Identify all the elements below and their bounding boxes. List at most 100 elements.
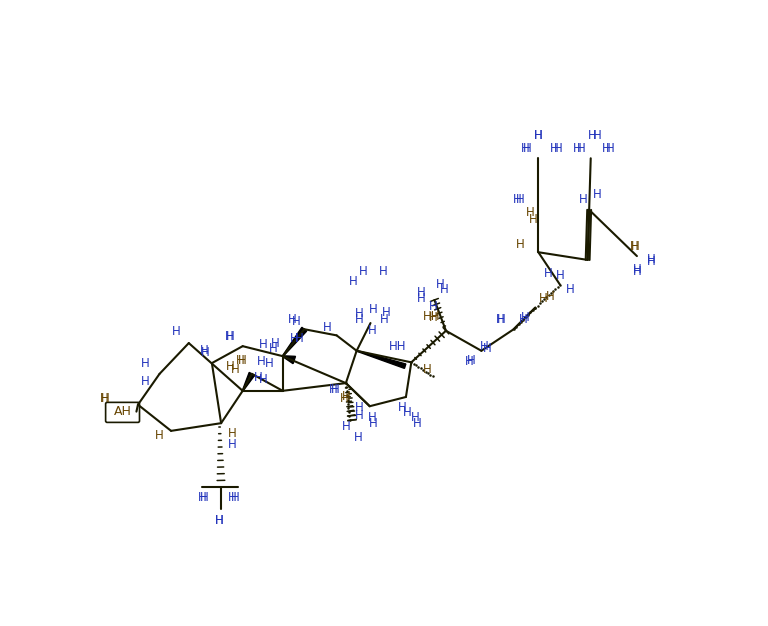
Text: H: H — [546, 290, 555, 304]
Text: HH: HH — [423, 310, 441, 324]
Polygon shape — [283, 356, 296, 364]
Text: H: H — [538, 292, 548, 305]
Text: H: H — [429, 300, 437, 312]
Text: H: H — [359, 265, 368, 278]
Text: H: H — [577, 141, 586, 155]
Text: H: H — [588, 129, 597, 141]
Text: H: H — [253, 371, 263, 384]
Text: H: H — [295, 332, 304, 345]
Text: H: H — [515, 193, 525, 207]
Text: H: H — [141, 375, 150, 388]
Text: H: H — [417, 285, 425, 299]
Text: H: H — [566, 283, 575, 295]
Text: H: H — [497, 314, 506, 327]
Text: H: H — [200, 491, 209, 503]
Text: H: H — [141, 357, 150, 371]
Text: H: H — [200, 344, 209, 357]
Text: H: H — [224, 331, 233, 344]
Text: H: H — [356, 409, 364, 422]
Text: H: H — [578, 193, 588, 207]
Text: H: H — [482, 342, 492, 355]
Text: H: H — [523, 141, 532, 155]
Text: H: H — [521, 311, 530, 324]
Text: H: H — [259, 338, 268, 351]
Text: H: H — [259, 372, 268, 386]
Text: H: H — [349, 275, 358, 288]
Text: H: H — [356, 401, 364, 414]
Text: H: H — [633, 265, 641, 278]
Polygon shape — [283, 327, 306, 356]
Text: H: H — [592, 188, 601, 201]
Text: H: H — [403, 406, 412, 419]
Text: H: H — [515, 238, 525, 251]
Text: H: H — [368, 324, 376, 337]
Text: H: H — [631, 240, 640, 252]
Text: H: H — [257, 355, 266, 368]
Text: H: H — [236, 354, 245, 366]
Text: H: H — [369, 417, 378, 429]
Text: H: H — [354, 431, 362, 443]
Text: H: H — [287, 314, 296, 327]
Text: H: H — [423, 362, 432, 376]
Text: H: H — [467, 354, 475, 366]
Text: H: H — [342, 391, 350, 404]
Text: H: H — [230, 362, 240, 376]
Text: H: H — [592, 129, 601, 141]
Text: H: H — [647, 255, 655, 268]
Text: H: H — [356, 307, 364, 321]
Text: H: H — [480, 340, 489, 352]
Text: H: H — [528, 213, 538, 227]
Polygon shape — [243, 372, 255, 391]
Text: H: H — [369, 304, 378, 317]
Text: H: H — [647, 254, 655, 267]
Text: H: H — [382, 305, 391, 319]
Text: H: H — [436, 278, 445, 291]
Text: H: H — [340, 392, 349, 405]
Text: H: H — [602, 141, 611, 155]
Text: HH: HH — [389, 341, 406, 354]
Polygon shape — [356, 351, 406, 368]
Text: H: H — [201, 346, 210, 359]
Text: H: H — [398, 401, 406, 414]
Text: H: H — [226, 360, 235, 372]
Text: H: H — [518, 314, 528, 327]
Text: H: H — [172, 325, 180, 338]
Text: H: H — [526, 206, 535, 218]
Text: H: H — [331, 382, 339, 396]
Text: H: H — [572, 141, 581, 155]
Text: H: H — [380, 314, 389, 327]
Text: H: H — [228, 438, 237, 451]
Text: H: H — [417, 292, 425, 305]
Text: H: H — [215, 514, 224, 526]
FancyBboxPatch shape — [106, 403, 140, 423]
Text: H: H — [292, 315, 301, 328]
Text: H: H — [413, 417, 422, 429]
Text: H: H — [155, 429, 164, 442]
Text: H: H — [356, 314, 364, 327]
Text: H: H — [101, 392, 110, 405]
Text: H: H — [555, 269, 564, 282]
Text: H: H — [534, 129, 543, 141]
Text: H: H — [554, 141, 563, 155]
Text: H: H — [228, 427, 237, 439]
Text: H: H — [521, 141, 530, 155]
Text: H: H — [379, 265, 387, 278]
Text: H: H — [465, 355, 473, 368]
Text: H: H — [411, 411, 419, 424]
Text: H: H — [631, 240, 639, 252]
Text: H: H — [264, 357, 273, 371]
Text: H: H — [100, 392, 108, 405]
Text: H: H — [270, 337, 280, 349]
Text: H: H — [606, 141, 614, 155]
Text: H: H — [549, 141, 558, 155]
Text: H: H — [513, 193, 522, 207]
Text: H: H — [215, 514, 224, 526]
Text: H: H — [290, 332, 299, 345]
Text: H: H — [633, 263, 641, 275]
Text: H: H — [342, 420, 350, 433]
Text: H: H — [228, 491, 237, 503]
Text: H: H — [230, 491, 240, 503]
Text: H: H — [269, 342, 278, 355]
Text: H: H — [329, 382, 337, 396]
Text: H: H — [544, 267, 553, 280]
